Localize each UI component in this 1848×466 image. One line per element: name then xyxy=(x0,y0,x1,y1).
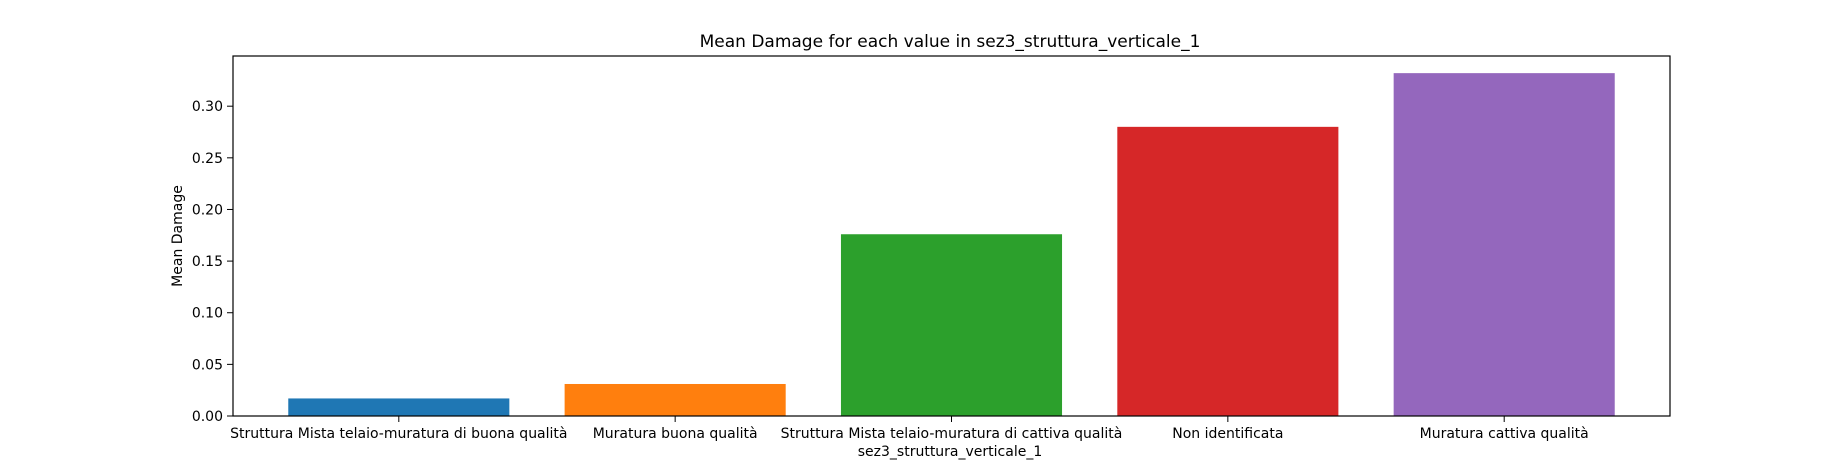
x-tick-label: Struttura Mista telaio-muratura di catti… xyxy=(781,426,1123,442)
y-axis: 0.00 0.05 0.10 0.15 0.20 0.25 0.30 xyxy=(192,99,233,425)
x-tick-label: Non identificata xyxy=(1172,426,1283,442)
x-tick-label: Muratura buona qualità xyxy=(593,426,758,442)
y-tick-label: 0.20 xyxy=(192,202,223,218)
y-axis-label: Mean Damage xyxy=(170,185,186,287)
bar-4 xyxy=(1393,73,1615,417)
bars-group xyxy=(288,73,1615,417)
x-tick-label: Struttura Mista telaio-muratura di buona… xyxy=(230,426,567,442)
y-tick-label: 0.15 xyxy=(192,254,223,270)
bar-3 xyxy=(1117,126,1339,416)
bar-2 xyxy=(840,234,1063,416)
y-tick-label: 0.10 xyxy=(192,306,223,322)
y-tick-label: 0.05 xyxy=(192,357,223,373)
chart-title: Mean Damage for each value in sez3_strut… xyxy=(700,32,1201,52)
y-tick-label: 0.00 xyxy=(192,409,223,425)
bar-1 xyxy=(564,383,786,416)
x-tick-label: Muratura cattiva qualità xyxy=(1420,426,1589,442)
x-axis: Struttura Mista telaio-muratura di buona… xyxy=(230,416,1589,442)
bar-0 xyxy=(288,398,510,416)
y-tick-label: 0.25 xyxy=(192,151,223,167)
x-axis-label: sez3_struttura_verticale_1 xyxy=(858,444,1042,460)
y-tick-label: 0.30 xyxy=(192,99,223,115)
